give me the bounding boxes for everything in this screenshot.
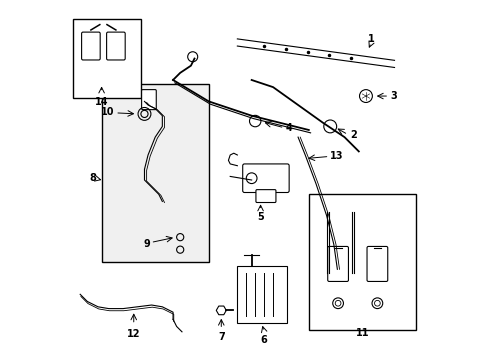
Text: 13: 13 [329,151,343,161]
Text: 10: 10 [101,107,114,117]
Text: 12: 12 [127,329,140,339]
FancyBboxPatch shape [106,32,125,60]
Text: 5: 5 [257,212,264,222]
Text: 1: 1 [367,34,374,44]
FancyBboxPatch shape [142,90,156,110]
Text: 14: 14 [95,97,108,107]
FancyBboxPatch shape [242,164,288,193]
FancyBboxPatch shape [327,247,348,282]
Bar [237,266,287,323]
FancyBboxPatch shape [102,84,208,262]
FancyBboxPatch shape [73,19,141,98]
Text: 11: 11 [355,328,368,338]
Text: 8: 8 [89,173,96,183]
FancyBboxPatch shape [366,247,387,282]
Text: 4: 4 [285,123,292,133]
Text: 7: 7 [218,332,224,342]
FancyBboxPatch shape [81,32,100,60]
Text: 3: 3 [389,91,396,101]
Text: 6: 6 [260,335,267,345]
Text: 2: 2 [349,130,356,140]
FancyBboxPatch shape [255,190,275,203]
Text: 9: 9 [143,239,149,249]
FancyBboxPatch shape [308,194,415,330]
